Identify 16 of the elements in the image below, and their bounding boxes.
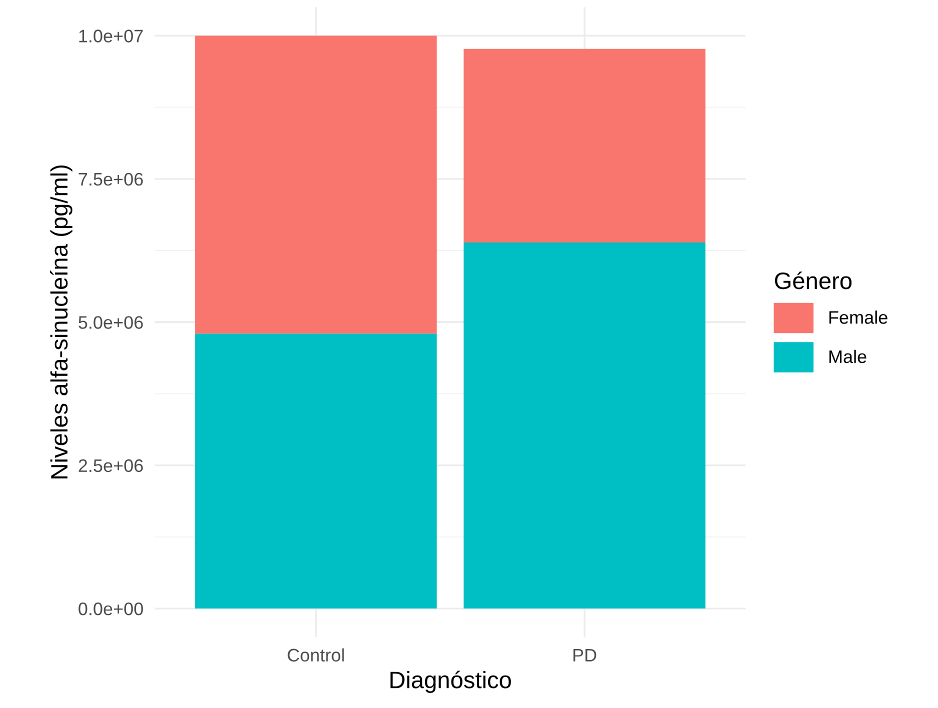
y-tick-label: 0.0e+00 — [78, 602, 143, 616]
legend-label: Male — [829, 350, 866, 364]
x-tick-label: PD — [573, 648, 596, 662]
legend-label: Female — [829, 310, 888, 324]
x-axis-title: Diagnóstico — [390, 670, 511, 693]
bar — [464, 242, 706, 609]
legend-title: Género — [774, 272, 852, 290]
bar — [195, 334, 437, 609]
x-tick-label: Control — [288, 648, 344, 662]
bar — [195, 36, 437, 334]
y-tick-label: 1.0e+07 — [79, 30, 143, 42]
y-tick-label: 2.5e+06 — [78, 459, 143, 472]
y-tick-label: 5.0e+06 — [78, 316, 143, 329]
bar — [464, 48, 706, 243]
y-axis-title: Niveles alfa-sinucleína (pg/ml) — [50, 165, 72, 478]
y-tick-label: 7.5e+06 — [78, 172, 143, 186]
